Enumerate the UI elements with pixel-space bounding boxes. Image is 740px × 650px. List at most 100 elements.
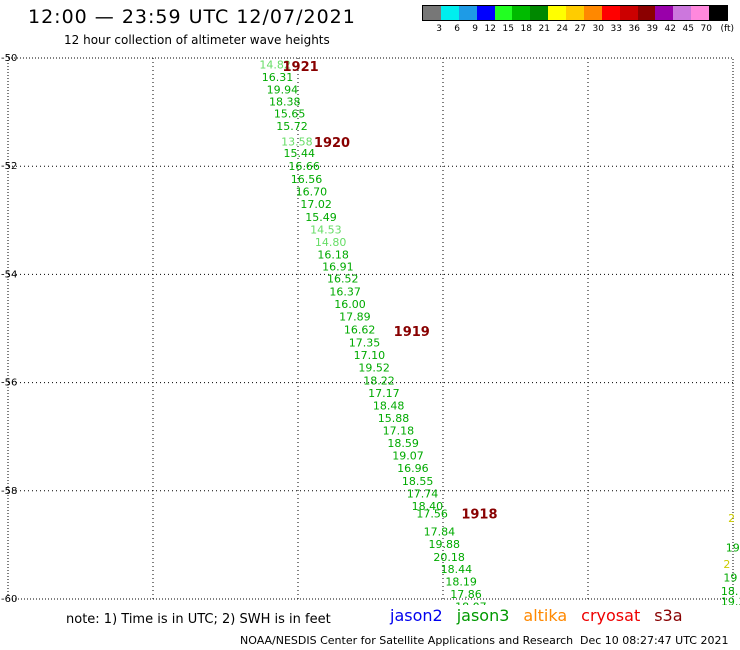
pass-labels: 1921 1920 1919 1918	[283, 60, 498, 522]
credit-line: NOAA/NESDIS Center for Satellite Applica…	[240, 634, 574, 647]
swh-value-label: 16.91	[322, 260, 354, 273]
satellite-name: jason3	[456, 606, 510, 625]
swh-value-label: 19.07	[392, 450, 424, 463]
legend-swatch	[673, 6, 692, 20]
swh-value-label: 16.96	[397, 462, 429, 475]
legend-swatch	[476, 6, 495, 20]
swh-value-label: 16.37	[329, 286, 361, 299]
swh-value-label: 18.44	[441, 563, 473, 576]
swh-value-label: 16.00	[334, 298, 366, 311]
lat-tick-label: -52	[1, 161, 17, 172]
swh-value-label: 17.86	[450, 588, 482, 601]
legend-swatch	[548, 6, 566, 20]
swh-value-label: 18.48	[373, 399, 405, 412]
swh-value-label: 17.89	[339, 311, 371, 324]
legend-swatch	[530, 6, 549, 20]
legend-swatch	[691, 6, 709, 20]
pass-number-label: 1920	[314, 136, 350, 151]
swh-value-label: 18.07	[455, 601, 487, 605]
legend-swatch	[423, 6, 441, 20]
swh-value-label: 18.22	[363, 374, 395, 387]
legend-label: 33	[610, 24, 622, 34]
satellite-name: cryosat	[581, 606, 641, 625]
legend-label: 30	[592, 24, 604, 34]
swh-value-label: 16.31	[262, 71, 294, 84]
swh-value-label: 16.62	[344, 324, 376, 337]
swh-value-label: 18.55	[402, 475, 434, 488]
swh-value-label: 17.17	[368, 387, 400, 400]
legend-label: 36	[628, 24, 640, 34]
legend-label: 42	[664, 24, 676, 34]
swh-value-label: 18.	[721, 585, 739, 598]
page-subtitle: 12 hour collection of altimeter wave hei…	[64, 33, 330, 47]
swh-value-label: 14.53	[310, 223, 342, 236]
legend-label: 24	[556, 24, 568, 34]
swh-value-label: 17.56	[416, 508, 448, 521]
wave-height-map: 454851545760-50-52-54-56-58-60 14.8216.3…	[1, 53, 740, 605]
pass-number-label: 1919	[394, 325, 430, 340]
swh-value-label: 2	[728, 512, 735, 525]
lat-tick-label: -60	[1, 594, 17, 605]
map-grid	[7, 57, 734, 600]
axis-labels: 454851545760-50-52-54-56-58-60	[1, 53, 17, 605]
swh-value-label: 17.84	[424, 525, 456, 538]
swh-value-label: 16.18	[317, 248, 349, 261]
footnote: note: 1) Time is in UTC; 2) SWH is in fe…	[66, 612, 331, 627]
swh-value-label: 17.18	[383, 425, 415, 438]
swh-value-label: 19.94	[267, 83, 299, 96]
satellite-legend: jason2 jason3 altika cryosat s3a	[390, 606, 697, 625]
legend-label: 39	[646, 24, 658, 34]
legend-label: 9	[472, 24, 478, 34]
legend-label: 3	[436, 24, 442, 34]
swh-value-label: 2	[723, 558, 730, 571]
legend-swatch	[494, 6, 513, 20]
page-title: 12:00 — 23:59 UTC 12/07/2021	[28, 6, 356, 28]
swh-value-label: 14.82	[259, 58, 291, 71]
legend-label: 12	[484, 24, 496, 34]
legend-label: 70	[700, 24, 712, 34]
swh-value-label: 19	[726, 542, 740, 555]
swh-value-label: 19.3	[721, 596, 740, 605]
pass-number-label: 1918	[461, 508, 497, 523]
swh-value-label: 18.40	[412, 500, 444, 513]
swh-value-label: 18.38	[269, 95, 301, 108]
legend-swatch	[583, 6, 602, 20]
satellite-name: altika	[523, 606, 568, 625]
swh-value-label: 15.44	[284, 147, 316, 160]
swh-value-label: 17.10	[354, 349, 386, 362]
swh-value-label: 15.65	[274, 108, 306, 121]
legend-label: 15	[502, 24, 514, 34]
swh-value-label: 15.88	[378, 412, 410, 425]
legend-swatch	[619, 6, 638, 20]
lat-tick-label: -58	[1, 486, 17, 497]
swh-value-label: 16.52	[327, 273, 359, 286]
swh-value-label: 16.56	[291, 173, 323, 186]
legend-swatch	[655, 6, 674, 20]
swh-value-label: 19.88	[429, 538, 461, 551]
swh-value-label: 20.18	[433, 551, 465, 564]
swh-value-label: 17.74	[407, 488, 439, 501]
satellite-name: jason2	[390, 606, 443, 625]
legend-labels: 3 6 9 12 15 18 21 24 27 30 33 36 39 42 45 70 (ft)	[422, 21, 734, 35]
lat-tick-label: -54	[1, 269, 17, 280]
swh-value-label: 14.80	[315, 236, 347, 249]
legend-swatch	[440, 6, 459, 20]
color-legend: 3 6 9 12 15 18 21 24 27 30 33 36 39 42 45 70 (ft)	[422, 5, 734, 35]
legend-swatch	[709, 6, 727, 20]
swh-value-label: 16.70	[296, 186, 328, 199]
legend-label: 18	[520, 24, 532, 34]
swh-value-label: 19.52	[358, 361, 390, 374]
legend-label: 6	[454, 24, 460, 34]
swh-value-label: 17.02	[300, 198, 332, 211]
legend-swatch	[566, 6, 584, 20]
swh-value-label: 18.19	[445, 576, 477, 589]
legend-label: 21	[538, 24, 550, 34]
lat-tick-label: -56	[1, 378, 17, 389]
generated-timestamp: Dec 10 08:27:47 UTC 2021	[580, 634, 729, 647]
legend-swatch	[637, 6, 656, 20]
swh-value-label: 19	[723, 571, 737, 584]
legend-label: 45	[682, 24, 694, 34]
legend-swatch	[512, 6, 531, 20]
